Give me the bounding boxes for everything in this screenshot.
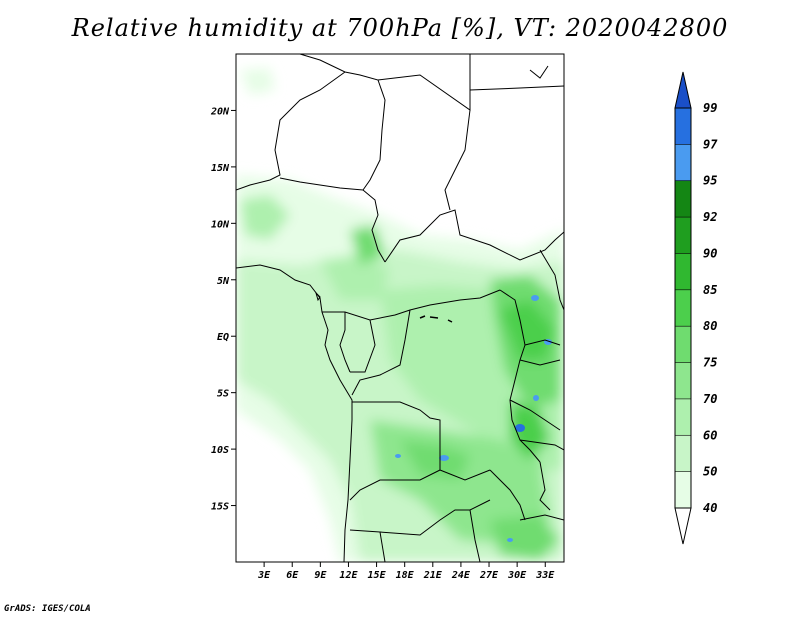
lon-tick-label: 30E (507, 570, 527, 581)
colorbar-segment (675, 217, 691, 254)
colorbar-label: 70 (703, 392, 717, 406)
chart-title: Relative humidity at 700hPa [%], VT: 202… (71, 14, 729, 42)
lon-tick-label: 9E (314, 570, 327, 581)
colorbar-segment (675, 362, 691, 399)
colorbar-upper-arrow (674, 71, 692, 109)
lon-tick-label: 18E (396, 570, 415, 581)
colorbar-segment (675, 108, 691, 145)
colorbar-label: 85 (703, 283, 717, 297)
colorbar-segment (675, 398, 691, 436)
lon-tick-label: 27E (479, 570, 499, 581)
lat-tick-label: 20N (210, 106, 230, 117)
colorbar-lower-arrow (674, 507, 692, 545)
lat-tick-label: 15N (211, 163, 230, 174)
colorbar-label: 92 (703, 210, 717, 224)
humidity-field (236, 68, 564, 562)
colorbar-segment (675, 253, 691, 290)
colorbar-label: 97 (703, 137, 718, 151)
longitude-axis: 3E 6E 9E 12E 15E 18E 21E 24E 27E 30E 33E (257, 562, 555, 581)
colorbar-segment (675, 289, 691, 327)
colorbar-label: 75 (703, 356, 717, 370)
lat-tick-label: 10N (211, 219, 230, 230)
country-borders (236, 54, 564, 562)
colorbar-segment (675, 180, 691, 218)
colorbar-label: 40 (703, 501, 717, 515)
lon-tick-label: 3E (257, 570, 271, 581)
grads-credit: GrADS: IGES/COLA (4, 604, 91, 614)
colorbar-segment (675, 435, 691, 472)
colorbar-label: 50 (703, 465, 717, 479)
lat-tick-label: 15S (211, 502, 229, 513)
colorbar-segment (675, 326, 691, 363)
lat-tick-label: 5N (217, 276, 230, 287)
latitude-axis: 20N 15N 10N 5N EQ 5S 10S 15S (210, 106, 236, 513)
lon-tick-label: 6E (286, 570, 299, 581)
colorbar-label: 90 (703, 246, 717, 260)
lon-tick-label: 15E (368, 570, 387, 581)
lat-tick-label: EQ (217, 332, 229, 343)
colorbar-label: 80 (703, 319, 717, 333)
lat-tick-label: 5S (217, 389, 229, 400)
colorbar-label: 60 (703, 428, 717, 442)
lon-tick-label: 24E (451, 570, 471, 581)
colorbar-segment (675, 471, 691, 508)
colorbar: 40 50 60 70 75 80 85 90 92 95 97 99 (674, 71, 718, 545)
colorbar-label: 99 (703, 101, 717, 115)
lon-tick-label: 21E (423, 570, 443, 581)
colorbar-segment (675, 144, 691, 181)
lon-tick-label: 12E (339, 570, 358, 581)
colorbar-label: 95 (703, 174, 717, 188)
map-frame (235, 53, 565, 563)
lat-tick-label: 10S (211, 445, 229, 456)
lon-tick-label: 33E (535, 570, 555, 581)
